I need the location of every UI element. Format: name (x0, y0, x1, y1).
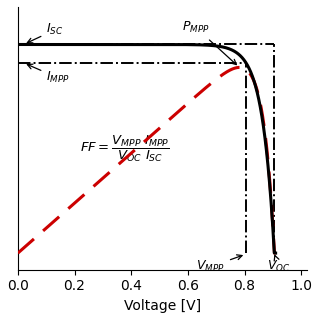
X-axis label: Voltage [V]: Voltage [V] (124, 299, 201, 313)
Text: $V_{MPP}$: $V_{MPP}$ (196, 255, 242, 274)
Text: $I_{SC}$: $I_{SC}$ (27, 22, 64, 43)
Text: $I_{MPP}$: $I_{MPP}$ (28, 64, 70, 85)
Text: $V_{OC}$: $V_{OC}$ (267, 255, 291, 274)
Text: $P_{MPP}$: $P_{MPP}$ (182, 20, 236, 65)
Text: $FF = \dfrac{V_{MPP}\ I_{MPP}}{V_{OC}\ I_{SC}}$: $FF = \dfrac{V_{MPP}\ I_{MPP}}{V_{OC}\ I… (80, 134, 170, 164)
